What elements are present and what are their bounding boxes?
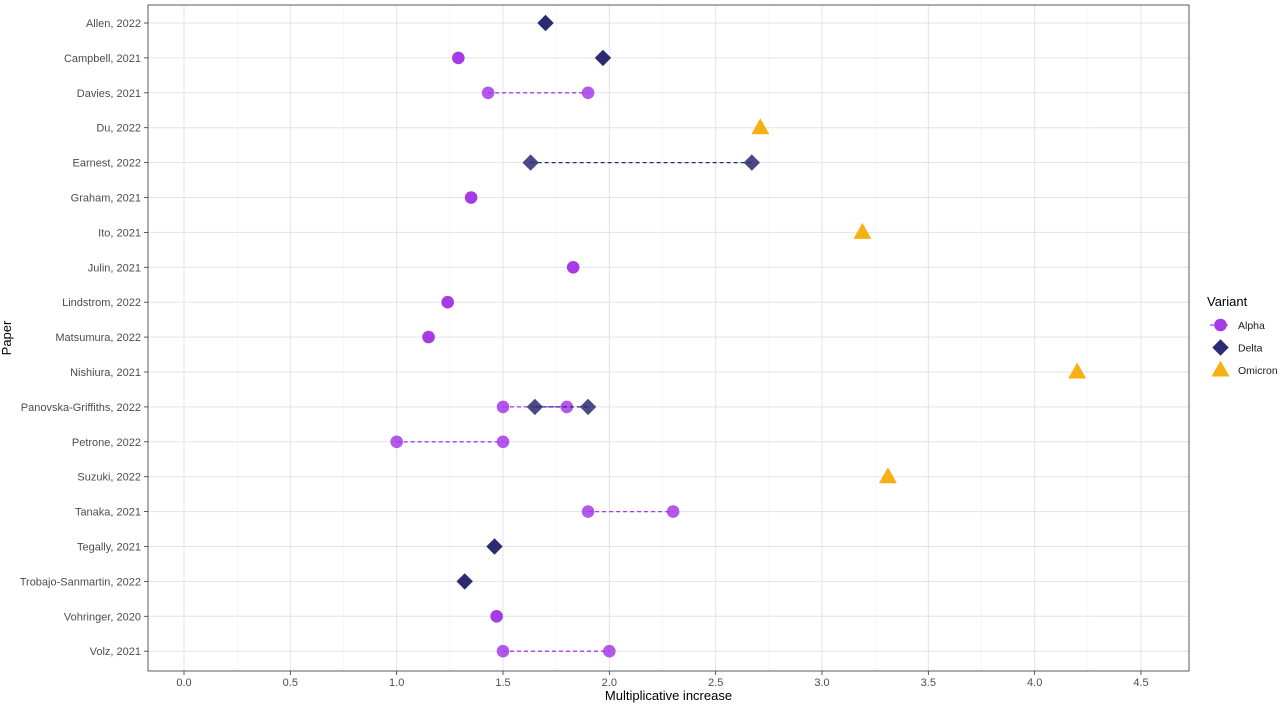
x-tick-label: 1.5 (495, 677, 510, 689)
delta-point (526, 398, 544, 416)
x-axis-title: Multiplicative increase (605, 688, 732, 703)
y-axis-title: Paper (0, 320, 14, 355)
y-tick-label: Matsumura, 2022 (55, 332, 141, 344)
y-tick-label: Suzuki, 2022 (77, 472, 141, 484)
alpha-point (566, 261, 580, 274)
legend-key-omicron (1211, 360, 1230, 377)
omicron-point (853, 222, 872, 239)
alpha-point (496, 644, 510, 658)
x-tick-label: 4.5 (1133, 677, 1148, 689)
y-tick-label: Ito, 2021 (98, 227, 141, 239)
omicron-point (878, 467, 897, 484)
y-tick-label: Du, 2022 (96, 123, 141, 135)
y-tick-label: Trobajo-Sanmartin, 2022 (20, 576, 141, 588)
series-omicron (751, 118, 1087, 484)
plot-panel-border (147, 4, 1190, 672)
delta-point (594, 49, 612, 67)
y-tick-label: Tegally, 2021 (77, 542, 141, 554)
legend-title: Variant (1207, 294, 1248, 309)
x-tick-label: 0.5 (283, 677, 298, 689)
y-tick-label: Volz, 2021 (90, 646, 141, 658)
x-tick-label: 2.0 (602, 677, 617, 689)
alpha-point (452, 51, 465, 65)
alpha-point (603, 644, 616, 658)
y-axis-ticks: Allen, 2022 Campbell, 2021 Davies, 2021 Du,… (20, 18, 148, 658)
y-tick-label: Vohringer, 2020 (64, 611, 141, 623)
legend-item-omicron: Omicron (1211, 360, 1278, 377)
delta-point (743, 154, 761, 171)
x-tick-label: 1.0 (389, 677, 404, 689)
y-tick-label: Graham, 2021 (71, 193, 141, 205)
x-axis-ticks: 0.0 0.5 1.0 1.5 2.0 2.5 3.0 3.5 4.0 4.5 (176, 671, 1149, 689)
alpha-point (441, 295, 455, 309)
alpha-point (490, 610, 503, 623)
x-tick-label: 3.5 (921, 677, 936, 689)
delta-point (522, 154, 539, 171)
legend-item-alpha: Alpha (1210, 318, 1265, 332)
omicron-point (751, 118, 770, 135)
x-tick-label: 0.0 (176, 677, 191, 689)
y-tick-label: Davies, 2021 (77, 88, 141, 100)
grid-lines (148, 5, 1189, 671)
legend-label: Delta (1238, 343, 1263, 355)
omicron-point (1068, 362, 1087, 379)
y-tick-label: Allen, 2022 (86, 18, 141, 30)
alpha-point (422, 330, 435, 344)
y-tick-label: Nishiura, 2021 (70, 367, 141, 379)
x-tick-label: 4.0 (1027, 677, 1042, 689)
x-tick-label: 3.0 (814, 677, 829, 689)
y-tick-label: Petrone, 2022 (72, 437, 141, 449)
alpha-point (581, 86, 595, 100)
y-tick-label: Campbell, 2021 (64, 53, 141, 65)
alpha-point (666, 505, 680, 518)
y-tick-label: Panovska-Griffiths, 2022 (21, 402, 141, 414)
data-series (390, 14, 1087, 658)
alpha-point (496, 400, 510, 414)
delta-point (537, 14, 554, 32)
y-tick-label: Tanaka, 2021 (75, 507, 141, 519)
delta-point (579, 398, 597, 416)
delta-point (486, 538, 503, 555)
delta-point (456, 573, 473, 590)
legend-key-alpha (1214, 318, 1227, 332)
alpha-point (496, 435, 510, 449)
series-delta (456, 14, 761, 590)
legend-label: Alpha (1238, 320, 1265, 332)
legend-key-delta (1212, 339, 1229, 356)
y-tick-label: Lindstrom, 2022 (62, 297, 141, 309)
legend-label: Omicron (1238, 365, 1278, 377)
alpha-point (481, 86, 495, 100)
legend-item-delta: Delta (1212, 339, 1263, 356)
alpha-point (464, 191, 478, 204)
alpha-point (390, 435, 403, 449)
y-tick-label: Earnest, 2022 (73, 158, 142, 170)
legend: Variant Alpha Delta Omicron (1207, 294, 1278, 377)
series-alpha (390, 51, 680, 658)
y-tick-label: Julin, 2021 (88, 262, 141, 274)
alpha-point (581, 505, 595, 518)
x-tick-label: 2.5 (708, 677, 723, 689)
